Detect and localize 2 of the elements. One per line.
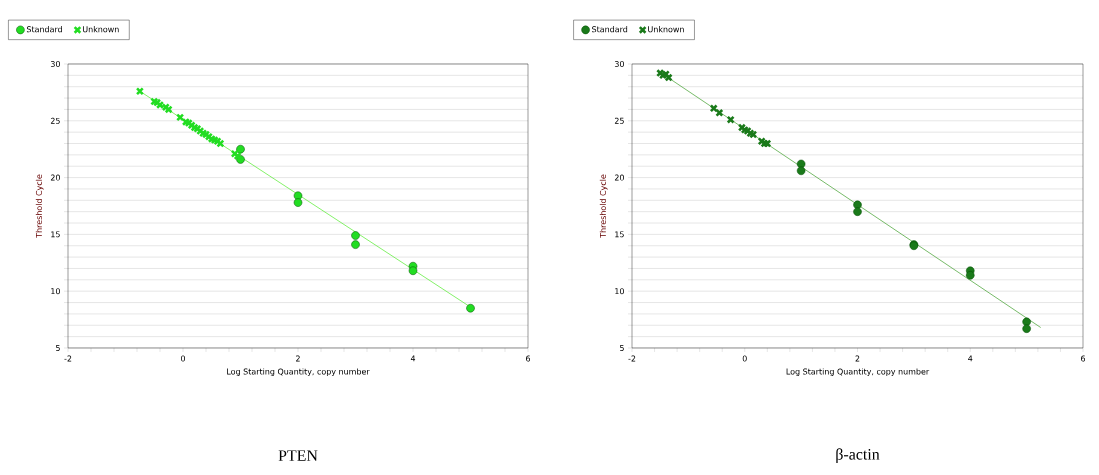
text: PTEN [278, 450, 318, 461]
text: β-actin [836, 448, 880, 463]
